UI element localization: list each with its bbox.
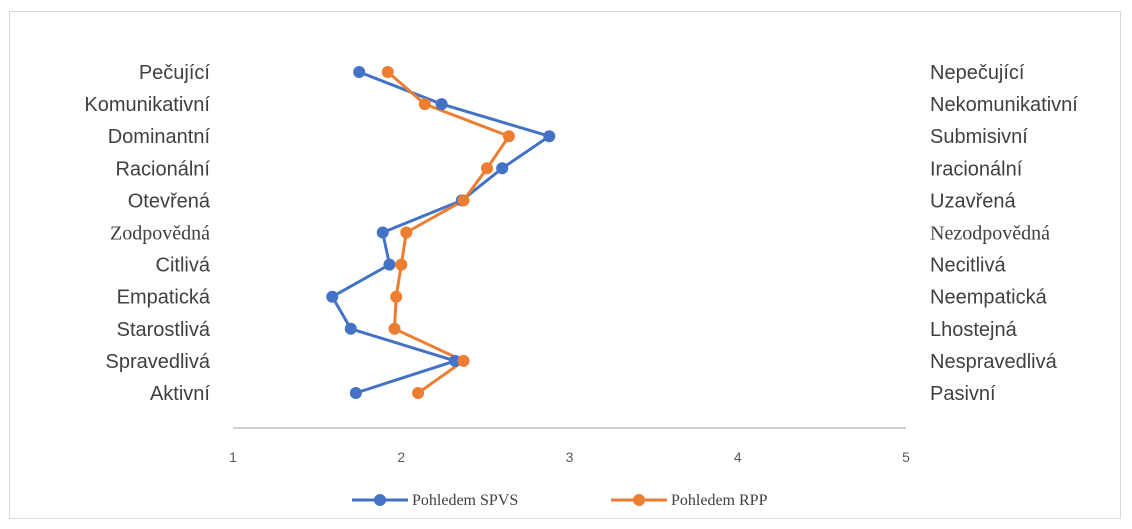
x-tick-label: 4 [734, 449, 742, 465]
series-2-point [418, 98, 431, 111]
left-category-label: Zodpovědná [110, 223, 210, 245]
series-2-point [381, 66, 394, 78]
series-1-point [496, 162, 509, 175]
series-1-point [376, 226, 389, 239]
right-category-label: Neempatická [930, 287, 1048, 309]
left-category-label: Spravedlivá [105, 351, 210, 373]
right-category-label: Nepečující [930, 62, 1025, 84]
chart-frame [9, 11, 1121, 519]
left-category-label: Starostlivá [117, 319, 211, 341]
series-layer [326, 66, 556, 399]
series-1-point [543, 130, 556, 143]
left-category-label: Otevřená [128, 190, 211, 212]
legend-marker-2 [633, 494, 645, 506]
series-2-point [395, 258, 408, 271]
series-1-point [449, 354, 462, 367]
series-1-point [349, 387, 362, 399]
x-tick-label: 5 [902, 449, 910, 465]
left-category-label: Dominantní [108, 126, 211, 148]
right-category-label: Necitlivá [930, 255, 1006, 277]
legend: Pohledem SPVS Pohledem RPP [352, 492, 768, 509]
x-tick-label: 3 [566, 449, 574, 465]
series-2-point [388, 322, 401, 335]
axis-layer: 1 2 3 4 5 [229, 427, 910, 465]
left-category-label: Komunikativní [84, 94, 210, 116]
right-category-label: Pasivní [930, 383, 996, 405]
right-category-label: Uzavřená [930, 190, 1016, 212]
left-category-label: Racionální [115, 158, 210, 180]
legend-marker-1 [374, 494, 386, 506]
legend-label-1: Pohledem SPVS [412, 492, 518, 509]
series-1-point [435, 98, 448, 111]
series-2-point [457, 194, 470, 207]
right-category-label: Nekomunikativní [930, 94, 1078, 116]
series-2-point [481, 162, 494, 175]
label-layer: Pečující Komunikativní Dominantní Racionáln… [84, 62, 1078, 405]
series-2-point [390, 290, 403, 303]
series-2-point [502, 130, 515, 143]
series-1-point [353, 66, 366, 78]
x-tick-label: 2 [397, 449, 405, 465]
left-category-label: Empatická [117, 287, 211, 309]
left-category-label: Aktivní [150, 383, 210, 405]
series-1-point [326, 290, 339, 303]
series-1-point [383, 258, 396, 271]
series-2-point [412, 387, 425, 399]
right-category-label: Lhostejná [930, 319, 1018, 341]
series-line-1 [330, 70, 551, 395]
right-category-label: Nezodpovědná [930, 223, 1050, 245]
series-1-point [344, 322, 357, 335]
left-category-label: Citlivá [156, 255, 211, 277]
legend-label-2: Pohledem RPP [671, 492, 768, 509]
series-2-point [400, 226, 413, 239]
x-tick-label: 1 [229, 449, 237, 465]
right-category-label: Submisivní [930, 126, 1028, 148]
right-category-label: Nespravedlivá [930, 351, 1058, 373]
series-2-point [457, 354, 470, 367]
right-category-label: Iracionální [930, 158, 1023, 180]
left-category-label: Pečující [139, 62, 211, 84]
